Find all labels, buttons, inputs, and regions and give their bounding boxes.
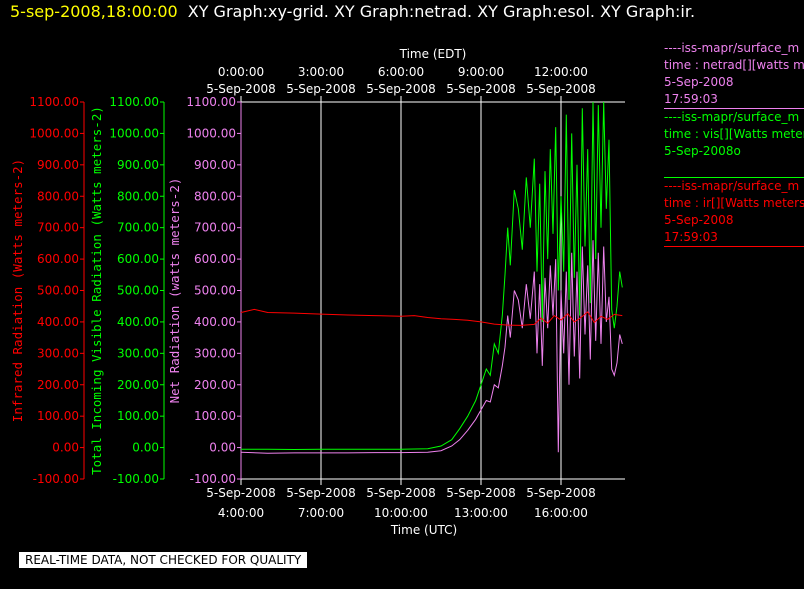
- net-y-tick-label: 1000.00: [186, 126, 236, 140]
- net-y-tick-label: 700.00: [194, 221, 236, 235]
- top-tick-date: 5-Sep-2008: [446, 82, 515, 96]
- visible-series-line: [241, 101, 623, 451]
- net-y-tick-label: 0.00: [209, 441, 236, 455]
- visible-y-tick-label: 800.00: [117, 189, 159, 203]
- top-tick-label: 12:00:00: [534, 65, 588, 79]
- bottom-axis-title: Time (UTC): [390, 523, 457, 537]
- infrared-y-tick-label: 1000.00: [29, 126, 79, 140]
- bottom-tick-label: 10:00:00: [374, 506, 428, 520]
- top-tick-date: 5-Sep-2008: [206, 82, 275, 96]
- legend-spacer: [664, 160, 804, 177]
- bottom-tick-date: 5-Sep-2008: [366, 486, 435, 500]
- top-tick-date: 5-Sep-2008: [286, 82, 355, 96]
- top-tick-label: 3:00:00: [298, 65, 344, 79]
- legend-line: 5-Sep-2008: [664, 213, 734, 227]
- infrared-y-tick-label: 0.00: [52, 441, 79, 455]
- legend-separator: [664, 246, 804, 247]
- visible-y-tick-label: 400.00: [117, 315, 159, 329]
- legend-line: time : ir[][Watts meters: [664, 196, 804, 210]
- legend-line: ----iss-mapr/surface_m: [664, 179, 800, 193]
- bottom-tick-date: 5-Sep-2008: [206, 486, 275, 500]
- visible-y-tick-label: 600.00: [117, 252, 159, 266]
- title-bar: 5-sep-2008,18:00:00 XY Graph:xy-grid. XY …: [10, 2, 695, 21]
- legend-line: 17:59:03: [664, 230, 718, 244]
- net-y-tick-label: 200.00: [194, 378, 236, 392]
- net-y-tick-label: 500.00: [194, 284, 236, 298]
- graph-list: XY Graph:xy-grid. XY Graph:netrad. XY Gr…: [187, 2, 696, 21]
- bottom-tick-label: 13:00:00: [454, 506, 508, 520]
- top-tick-label: 9:00:00: [458, 65, 504, 79]
- visible-y-tick-label: 1100.00: [109, 95, 159, 109]
- top-tick-date: 5-Sep-2008: [366, 82, 435, 96]
- bottom-tick-label: 16:00:00: [534, 506, 588, 520]
- legend-line: time : netrad[][watts m: [664, 58, 804, 72]
- infrared-y-tick-label: 500.00: [37, 284, 79, 298]
- top-tick-label: 0:00:00: [218, 65, 264, 79]
- legend-line: 5-Sep-2008: [664, 75, 734, 89]
- net-y-tick-label: 800.00: [194, 189, 236, 203]
- visible-y-tick-label: 100.00: [117, 409, 159, 423]
- infrared-series-line: [240, 308, 623, 326]
- net-axis-title: Net Radiation (watts meters-2): [167, 178, 182, 404]
- infrared-y-tick-label: 600.00: [37, 252, 79, 266]
- visible-y-tick-label: 0.00: [132, 441, 159, 455]
- infrared-y-tick-label: 800.00: [37, 189, 79, 203]
- infrared-y-tick-label: 200.00: [37, 378, 79, 392]
- legend-line: ----iss-mapr/surface_m: [664, 110, 800, 124]
- bottom-tick-date: 5-Sep-2008: [286, 486, 355, 500]
- visible-axis-title: Total Incoming Visible Radiation (Watts …: [89, 106, 104, 475]
- bottom-tick-date: 5-Sep-2008: [526, 486, 595, 500]
- infrared-y-tick-label: -100.00: [33, 472, 79, 486]
- infrared-y-tick-label: 100.00: [37, 409, 79, 423]
- visible-y-tick-label: 200.00: [117, 378, 159, 392]
- visible-y-tick-label: -100.00: [113, 472, 159, 486]
- infrared-axis-title: Infrared Radiation (Watts meters-2): [10, 159, 25, 422]
- quality-disclaimer: REAL-TIME DATA, NOT CHECKED FOR QUALITY: [19, 552, 308, 568]
- legend-line: 5-Sep-2008o: [664, 144, 741, 158]
- net-y-tick-label: 100.00: [194, 409, 236, 423]
- bottom-tick-date: 5-Sep-2008: [446, 486, 515, 500]
- top-tick-date: 5-Sep-2008: [526, 82, 595, 96]
- legend-separator: [664, 177, 804, 178]
- net-series-line: [240, 240, 623, 454]
- visible-y-tick-label: 1000.00: [109, 126, 159, 140]
- infrared-y-tick-label: 400.00: [37, 315, 79, 329]
- legend-line: 17:59:03: [664, 92, 718, 106]
- visible-y-tick-label: 700.00: [117, 221, 159, 235]
- infrared-y-tick-label: 1100.00: [29, 95, 79, 109]
- net-y-tick-label: 1100.00: [186, 95, 236, 109]
- bottom-tick-label: 7:00:00: [298, 506, 344, 520]
- visible-y-tick-label: 500.00: [117, 284, 159, 298]
- net-y-tick-label: 900.00: [194, 158, 236, 172]
- net-y-tick-label: -100.00: [190, 472, 236, 486]
- date-time: 5-sep-2008,18:00:00: [10, 2, 178, 21]
- net-y-tick-label: 300.00: [194, 346, 236, 360]
- infrared-y-tick-label: 300.00: [37, 346, 79, 360]
- legend-separator: [664, 108, 804, 109]
- infrared-y-tick-label: 700.00: [37, 221, 79, 235]
- infrared-y-tick-label: 900.00: [37, 158, 79, 172]
- top-tick-label: 6:00:00: [378, 65, 424, 79]
- bottom-tick-label: 4:00:00: [218, 506, 264, 520]
- legend-line: time : vis[][Watts meter: [664, 127, 804, 141]
- top-axis-title: Time (EDT): [399, 47, 467, 61]
- visible-y-tick-label: 900.00: [117, 158, 159, 172]
- net-y-tick-label: 600.00: [194, 252, 236, 266]
- net-y-tick-label: 400.00: [194, 315, 236, 329]
- legend-line: ----iss-mapr/surface_m: [664, 41, 800, 55]
- visible-y-tick-label: 300.00: [117, 346, 159, 360]
